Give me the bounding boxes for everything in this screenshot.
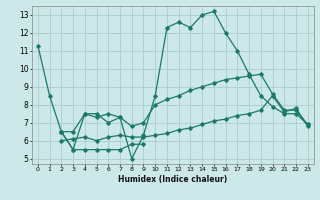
X-axis label: Humidex (Indice chaleur): Humidex (Indice chaleur) xyxy=(118,175,228,184)
